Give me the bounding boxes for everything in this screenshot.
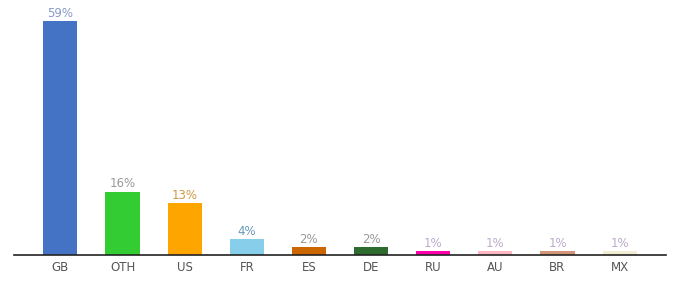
Bar	[354, 247, 388, 255]
Bar	[478, 251, 513, 255]
Bar	[230, 239, 264, 255]
Text: 13%: 13%	[171, 189, 198, 202]
Text: 1%: 1%	[548, 237, 567, 250]
Bar	[167, 203, 202, 255]
Text: 1%: 1%	[611, 237, 629, 250]
Bar	[105, 191, 139, 255]
Text: 2%: 2%	[300, 233, 318, 246]
Text: 16%: 16%	[109, 177, 135, 190]
Bar	[44, 21, 78, 255]
Bar	[292, 247, 326, 255]
Text: 1%: 1%	[486, 237, 505, 250]
Text: 59%: 59%	[48, 7, 73, 20]
Text: 1%: 1%	[424, 237, 443, 250]
Bar	[602, 251, 636, 255]
Text: 4%: 4%	[237, 225, 256, 238]
Text: 2%: 2%	[362, 233, 380, 246]
Bar	[416, 251, 450, 255]
Bar	[541, 251, 575, 255]
